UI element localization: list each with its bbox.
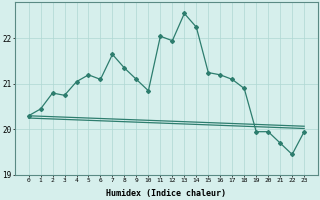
X-axis label: Humidex (Indice chaleur): Humidex (Indice chaleur) [106, 189, 226, 198]
